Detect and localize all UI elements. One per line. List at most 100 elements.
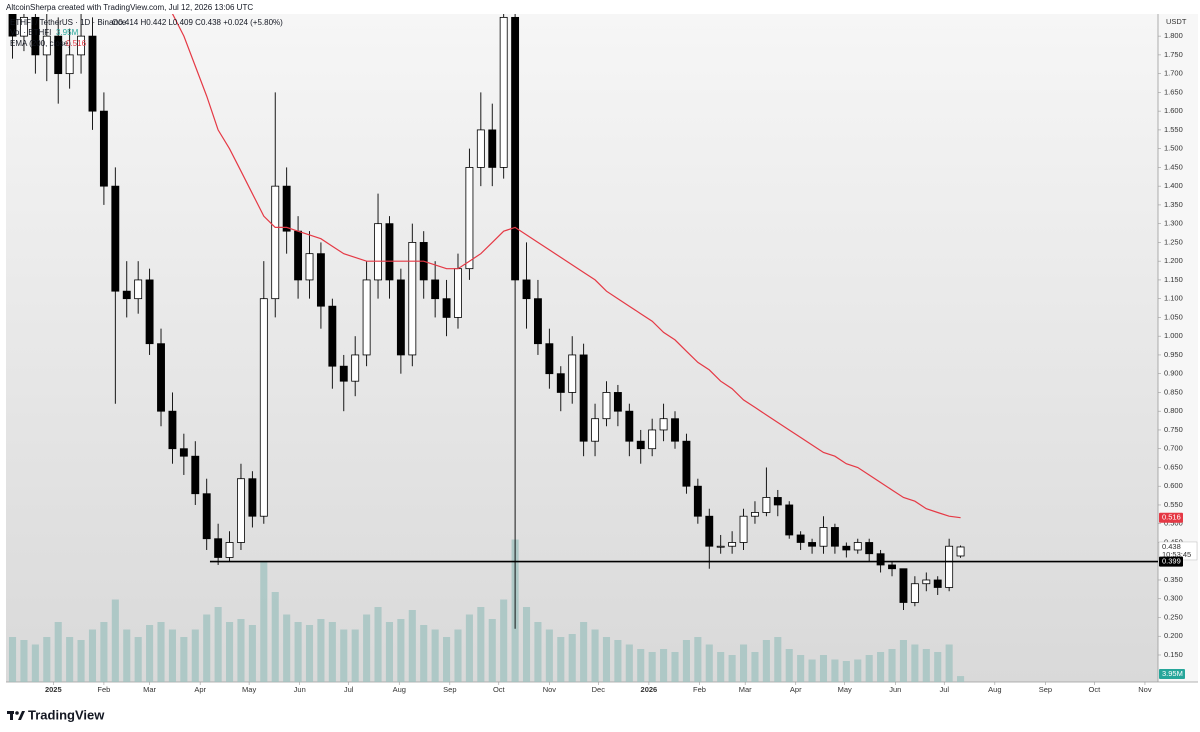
volume-bar <box>283 614 291 682</box>
price-axis-background <box>1158 14 1198 682</box>
candle-body <box>819 527 828 547</box>
candle-body <box>54 35 63 75</box>
volume-bar <box>877 652 885 682</box>
candle-body <box>648 429 657 450</box>
volume-bar <box>8 637 17 682</box>
candle-body <box>716 545 725 548</box>
volume-bar <box>751 652 759 682</box>
volume-bar <box>454 629 462 682</box>
volume-bar <box>488 619 496 682</box>
x-tick-label: Apr <box>194 685 206 694</box>
candle-body <box>568 354 577 393</box>
volume-bar <box>88 629 97 682</box>
volume-bar <box>854 659 862 682</box>
candle-body <box>362 279 371 356</box>
candle-body <box>442 298 451 318</box>
candle-body <box>294 230 303 281</box>
x-tick-label: Sep <box>443 685 456 694</box>
volume-bar <box>728 655 736 682</box>
candle-body <box>20 16 28 37</box>
candle-body <box>693 485 702 517</box>
volume-value: 3.95M <box>56 28 79 37</box>
volume-bar <box>214 607 222 682</box>
volume-bar <box>694 637 702 682</box>
y-tick-label: 0.750 <box>1164 425 1183 434</box>
candle-body <box>305 253 314 281</box>
volume-bar <box>43 637 51 682</box>
y-tick-label: 0.650 <box>1164 462 1183 471</box>
candle-body <box>762 497 771 513</box>
x-tick-label: Aug <box>393 685 406 694</box>
y-tick-label: 0.250 <box>1164 612 1183 621</box>
volume-bar <box>580 622 588 682</box>
candle-body <box>602 392 611 420</box>
y-tick-label: 0.550 <box>1164 500 1183 509</box>
volume-bar <box>191 629 199 682</box>
candle-body <box>328 305 337 367</box>
volume-bar <box>146 625 154 682</box>
candle-body <box>830 527 839 547</box>
volume-bar <box>477 607 485 682</box>
candle-body <box>636 440 645 450</box>
volume-tag-label: 3.95M <box>1162 669 1183 678</box>
ohlc: O0.414 H0.442 L0.409 C0.438 +0.024 (+5.8… <box>112 18 283 27</box>
volume-bar <box>648 652 656 682</box>
volume-bar <box>762 640 770 682</box>
volume-bar <box>317 619 325 682</box>
volume-title: Vol · ETHFI <box>10 28 51 37</box>
candle-body <box>945 545 954 588</box>
volume-bar <box>363 614 371 682</box>
volume-bar <box>614 640 622 682</box>
volume-bar <box>740 644 748 682</box>
volume-bar <box>465 614 473 682</box>
y-tick-label: 0.950 <box>1164 350 1183 359</box>
plot-background <box>6 14 1158 682</box>
x-tick-label: Nov <box>1138 685 1152 694</box>
volume-bar <box>717 652 725 682</box>
x-tick-label: Feb <box>693 685 706 694</box>
volume-bar <box>351 629 359 682</box>
candle-body <box>922 579 931 585</box>
volume-bar <box>660 649 668 682</box>
volume-bar <box>294 622 302 682</box>
y-tick-label: 1.650 <box>1164 87 1183 96</box>
volume-tag <box>1159 669 1185 679</box>
ema-tag-label: 0.516 <box>1162 513 1181 522</box>
brand-logo <box>7 711 25 720</box>
volume-bar <box>888 649 896 682</box>
candle-body <box>145 279 154 345</box>
y-tick-label: 0.600 <box>1164 481 1183 490</box>
ema-title: EMA (200, close) <box>10 39 71 48</box>
candle-body <box>316 253 325 307</box>
volume-bar <box>305 625 314 682</box>
volume-bar <box>77 640 85 682</box>
y-tick-label: 1.800 <box>1164 31 1183 40</box>
candle-body <box>374 223 382 281</box>
volume-bar <box>237 619 245 682</box>
volume-bar <box>408 610 416 682</box>
volume-bar <box>911 644 919 682</box>
y-tick-label: 1.500 <box>1164 144 1183 153</box>
y-tick-label: 1.450 <box>1164 162 1183 171</box>
y-tick-label: 0.900 <box>1164 369 1183 378</box>
ema-value: 0.516 <box>66 39 87 48</box>
volume-bar <box>226 622 234 682</box>
volume-bar <box>831 659 839 682</box>
volume-bar <box>157 622 165 682</box>
candle-body <box>728 542 737 547</box>
x-tick-label: Jun <box>294 685 306 694</box>
volume-bar <box>568 634 576 682</box>
volume-bar <box>957 676 965 682</box>
volume-bar <box>54 622 62 682</box>
volume-bar <box>374 607 382 682</box>
volume-bar <box>431 629 439 682</box>
candle-body <box>88 35 97 112</box>
x-tick-label: 2026 <box>641 685 658 694</box>
candle-body <box>259 298 268 517</box>
volume-bar <box>545 629 553 682</box>
x-tick-label: May <box>838 685 852 694</box>
candle-body <box>899 568 908 603</box>
volume-bar <box>797 655 805 682</box>
volume-bar <box>671 652 679 682</box>
ema-tag <box>1159 512 1183 523</box>
